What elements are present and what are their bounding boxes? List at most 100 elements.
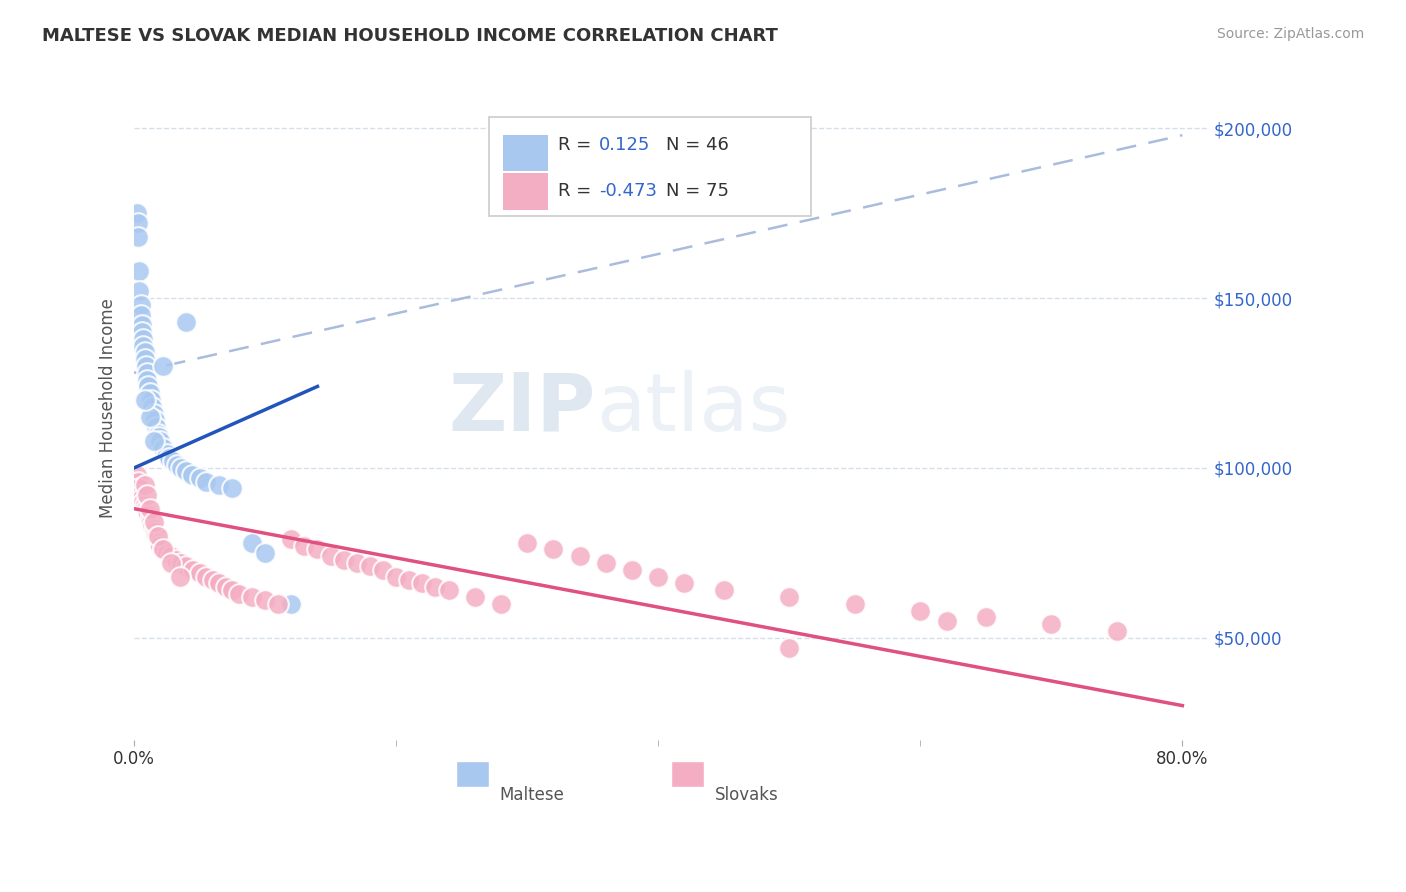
Point [595, 556, 617, 570]
Point [181, 563, 204, 577]
Point [152, 542, 174, 557]
Point [673, 576, 696, 591]
Point [143, 525, 166, 540]
Point [146, 529, 169, 543]
Text: Source: ZipAtlas.com: Source: ZipAtlas.com [1216, 27, 1364, 41]
Point [145, 529, 167, 543]
Point [489, 597, 512, 611]
Point [152, 542, 174, 557]
Point [135, 501, 157, 516]
FancyBboxPatch shape [502, 135, 548, 171]
FancyBboxPatch shape [502, 173, 548, 210]
Point [143, 413, 166, 427]
Point [139, 392, 162, 407]
Text: Slovaks: Slovaks [714, 786, 779, 804]
Point [136, 373, 159, 387]
Point [844, 597, 866, 611]
Point [359, 559, 381, 574]
Point [713, 583, 735, 598]
Point [132, 339, 155, 353]
Point [127, 475, 149, 489]
Point [516, 535, 538, 549]
Point [136, 366, 159, 380]
Point [240, 590, 263, 604]
Point [1040, 617, 1063, 632]
Text: R =: R = [558, 136, 598, 154]
Point [156, 447, 179, 461]
Point [935, 614, 957, 628]
Point [280, 533, 302, 547]
Point [148, 535, 170, 549]
Point [195, 475, 218, 489]
Point [136, 488, 159, 502]
FancyBboxPatch shape [457, 761, 489, 788]
Text: ZIP: ZIP [449, 369, 596, 448]
Point [135, 359, 157, 373]
Point [145, 420, 167, 434]
Point [149, 434, 172, 448]
Point [280, 597, 302, 611]
Text: R =: R = [558, 182, 598, 201]
Point [385, 569, 408, 583]
Point [131, 491, 153, 506]
Point [131, 318, 153, 333]
Point [129, 308, 152, 322]
Point [149, 539, 172, 553]
Point [146, 427, 169, 442]
Point [159, 556, 181, 570]
Point [134, 478, 156, 492]
Point [307, 542, 329, 557]
Point [131, 325, 153, 339]
Point [346, 556, 368, 570]
Point [142, 434, 165, 448]
Point [128, 481, 150, 495]
Point [437, 583, 460, 598]
Point [128, 264, 150, 278]
Point [134, 352, 156, 367]
Point [464, 590, 486, 604]
Point [166, 458, 188, 472]
Point [1105, 624, 1128, 638]
Point [125, 206, 148, 220]
Point [152, 359, 174, 373]
Text: N = 75: N = 75 [666, 182, 728, 201]
Point [910, 603, 932, 617]
Point [974, 610, 997, 624]
Point [132, 495, 155, 509]
Point [127, 230, 149, 244]
Point [620, 563, 643, 577]
Point [142, 407, 165, 421]
Point [398, 573, 420, 587]
Point [152, 441, 174, 455]
Point [142, 522, 165, 536]
Point [221, 481, 243, 495]
Point [129, 298, 152, 312]
Point [195, 569, 218, 583]
Point [162, 454, 184, 468]
Point [292, 539, 315, 553]
Text: atlas: atlas [596, 369, 790, 448]
Point [208, 478, 231, 492]
Point [142, 515, 165, 529]
Point [215, 580, 238, 594]
Point [138, 508, 160, 523]
Point [139, 409, 162, 424]
Point [156, 546, 179, 560]
Text: Maltese: Maltese [499, 786, 564, 804]
Point [208, 576, 231, 591]
Point [129, 488, 152, 502]
Text: 0.125: 0.125 [599, 136, 651, 154]
FancyBboxPatch shape [489, 117, 811, 217]
Point [141, 518, 163, 533]
Point [267, 597, 290, 611]
Point [139, 386, 162, 401]
Point [778, 640, 800, 655]
Point [148, 430, 170, 444]
Point [188, 566, 211, 581]
FancyBboxPatch shape [671, 761, 703, 788]
Point [169, 569, 191, 583]
Point [165, 552, 187, 566]
Point [647, 569, 669, 583]
Point [136, 505, 159, 519]
Point [157, 450, 180, 465]
